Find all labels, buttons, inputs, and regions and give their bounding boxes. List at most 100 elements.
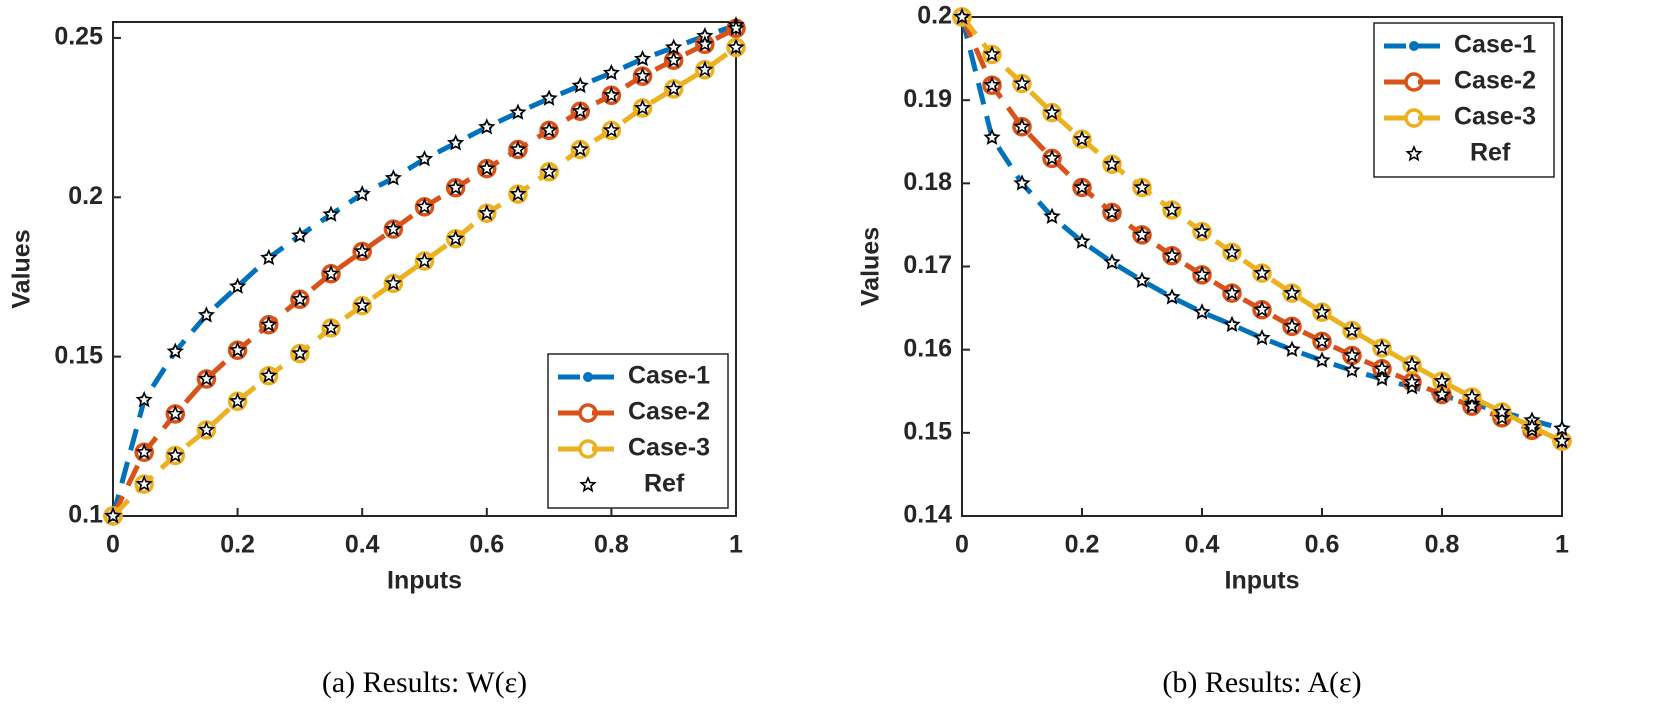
marker [1283, 317, 1301, 334]
marker [322, 205, 340, 222]
marker [1283, 340, 1301, 357]
chart: 0 0.2 0.4 0.6 0.8 1 0.14 0.15 0.16 0.17 0.18 0.19 0.… [857, 2, 1572, 699]
marker [1193, 222, 1211, 239]
marker [1523, 417, 1541, 435]
marker [1163, 288, 1181, 305]
y-tick-label: 0.2 [917, 2, 952, 30]
y-tick-label: 0.2 [68, 182, 103, 210]
marker [135, 443, 153, 460]
marker [1163, 200, 1181, 218]
marker [1103, 155, 1121, 172]
marker [571, 76, 589, 94]
marker [1013, 117, 1031, 135]
y-tick-label: 0.25 [54, 23, 103, 51]
marker [291, 290, 309, 307]
marker [1343, 361, 1361, 378]
x-tick-label: 0.4 [345, 531, 380, 559]
marker [1253, 328, 1271, 346]
marker [322, 318, 340, 336]
marker [983, 128, 1001, 146]
marker [1223, 243, 1241, 260]
legend-label: Case-2 [1454, 67, 1536, 95]
marker [664, 79, 683, 97]
marker [1493, 408, 1511, 426]
marker [135, 474, 153, 492]
marker [1283, 284, 1301, 301]
marker [602, 121, 621, 138]
marker [1193, 265, 1211, 283]
marker [260, 366, 278, 384]
x-tick-label: 0.8 [594, 531, 629, 559]
marker [1043, 207, 1061, 224]
y-axis-label: Values [8, 229, 36, 308]
marker [633, 99, 652, 116]
marker [384, 220, 403, 237]
marker [1403, 378, 1421, 395]
marker [197, 369, 216, 387]
marker [1223, 284, 1241, 301]
y-tick-label: 0.18 [903, 168, 952, 196]
marker [1073, 130, 1091, 147]
legend-label: Case-1 [1454, 31, 1536, 59]
marker [446, 133, 465, 151]
chart: 0 0.2 0.4 0.6 0.8 1 0.1 0.15 0.2 0.25 Inputs Values… [8, 16, 746, 699]
marker [1404, 72, 1424, 92]
series-line [111, 45, 738, 518]
x-tick-label: 0 [106, 531, 120, 559]
marker [1013, 74, 1031, 91]
marker [727, 19, 745, 36]
marker [446, 178, 465, 196]
marker [540, 121, 558, 138]
y-tick-label: 0.14 [903, 501, 952, 529]
marker [1103, 203, 1121, 220]
marker [1403, 373, 1421, 390]
marker [602, 86, 621, 103]
y-tick-label: 0.16 [903, 334, 952, 362]
marker [1133, 271, 1151, 288]
marker [260, 248, 278, 266]
marker [571, 102, 589, 119]
marker [509, 140, 527, 157]
series-line [960, 15, 1564, 444]
marker [228, 392, 247, 409]
marker [291, 226, 309, 243]
marker [1313, 351, 1331, 368]
marker [1404, 108, 1424, 128]
marker [1253, 300, 1271, 318]
marker [1373, 359, 1391, 377]
marker [953, 7, 971, 25]
marker [664, 51, 683, 68]
y-tick-label: 0.19 [903, 85, 952, 113]
legend [547, 353, 729, 509]
legend-label: Case-3 [1454, 103, 1536, 131]
marker [1163, 246, 1181, 264]
marker [983, 45, 1001, 62]
marker [353, 296, 371, 313]
marker [291, 344, 309, 361]
marker [1103, 253, 1121, 270]
marker [1433, 372, 1451, 389]
marker [633, 49, 652, 67]
marker [509, 103, 527, 120]
legend-label: Case-1 [628, 362, 710, 390]
marker [166, 404, 185, 422]
y-axis-label: Values [857, 227, 885, 306]
marker [197, 420, 216, 438]
marker [166, 446, 185, 463]
marker [353, 185, 371, 202]
legend-label: Ref [644, 470, 685, 498]
marker [1313, 332, 1331, 349]
marker [228, 341, 247, 358]
marker [166, 342, 185, 359]
marker [1133, 225, 1151, 243]
marker [1223, 315, 1241, 333]
marker [228, 277, 247, 294]
x-tick-label: 0.6 [469, 531, 504, 559]
marker [1343, 346, 1361, 363]
x-tick-label: 0.8 [1425, 531, 1460, 559]
x-tick-label: 0.2 [220, 531, 255, 559]
marker [578, 439, 598, 459]
y-tick-label: 0.15 [54, 341, 103, 369]
